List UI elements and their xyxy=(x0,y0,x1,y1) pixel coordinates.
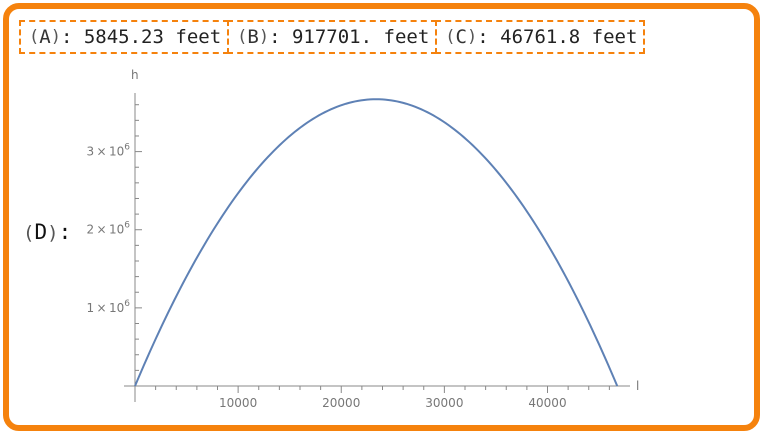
answer-c-value: 46761.8 xyxy=(500,26,581,48)
answer-c-close-paren: ) xyxy=(466,27,478,47)
answer-c: (C): 46761.8 feet xyxy=(435,20,646,54)
answer-b-close-paren: ) xyxy=(258,27,270,47)
answer-c-open-paren: ( xyxy=(445,27,456,47)
answer-b-colon: : xyxy=(269,26,292,48)
answer-a-colon: : xyxy=(60,26,84,48)
y-tick-label: 3 × 106 xyxy=(87,143,131,159)
plot-axes xyxy=(124,93,630,402)
plot-label-open-paren: ( xyxy=(23,222,35,244)
answer-b-open-paren: ( xyxy=(237,27,248,47)
x-tick-label: 40000 xyxy=(528,396,566,410)
answer-a-close-paren: ) xyxy=(50,27,61,47)
x-tick-label: 10000 xyxy=(219,396,257,410)
y-tick-label: 2 × 106 xyxy=(87,221,131,237)
answer-b: (B): 917701. feet xyxy=(227,20,438,54)
trajectory-curve xyxy=(134,98,619,387)
answer-a-letter: A xyxy=(39,26,51,48)
answer-row: (A): 5845.23 feet (B): 917701. feet (C):… xyxy=(19,20,646,54)
answer-frame: (A): 5845.23 feet (B): 917701. feet (C):… xyxy=(3,3,760,431)
y-axis-label: h xyxy=(131,68,139,82)
answer-b-unit: feet xyxy=(383,26,430,48)
answer-c-unit: feet xyxy=(591,26,638,48)
answer-c-colon: : xyxy=(477,26,501,48)
answer-a-open-paren: ( xyxy=(29,27,40,47)
x-tick-label: 30000 xyxy=(425,396,463,410)
y-tick-label: 1 × 106 xyxy=(87,299,131,315)
answer-b-letter: B xyxy=(247,26,259,48)
plot-label-close-paren: ) xyxy=(47,222,59,244)
answer-a: (A): 5845.23 feet xyxy=(19,20,230,54)
answer-a-value: 5845.23 xyxy=(83,26,164,48)
plot-label-colon: : xyxy=(58,220,72,244)
x-axis-label: l xyxy=(636,379,639,393)
answer-a-unit: feet xyxy=(175,26,222,48)
plot-label-letter: D xyxy=(34,220,48,244)
plot-ticks xyxy=(135,104,610,393)
plot-tick-labels: 10000 20000 30000 40000 1 × 106 2 × 106 3 × 10… xyxy=(87,143,567,410)
answer-b-value: 917701. xyxy=(291,26,373,48)
x-tick-label: 20000 xyxy=(322,396,360,410)
answer-c-letter: C xyxy=(455,26,467,48)
plot-label: (D): xyxy=(23,220,71,244)
